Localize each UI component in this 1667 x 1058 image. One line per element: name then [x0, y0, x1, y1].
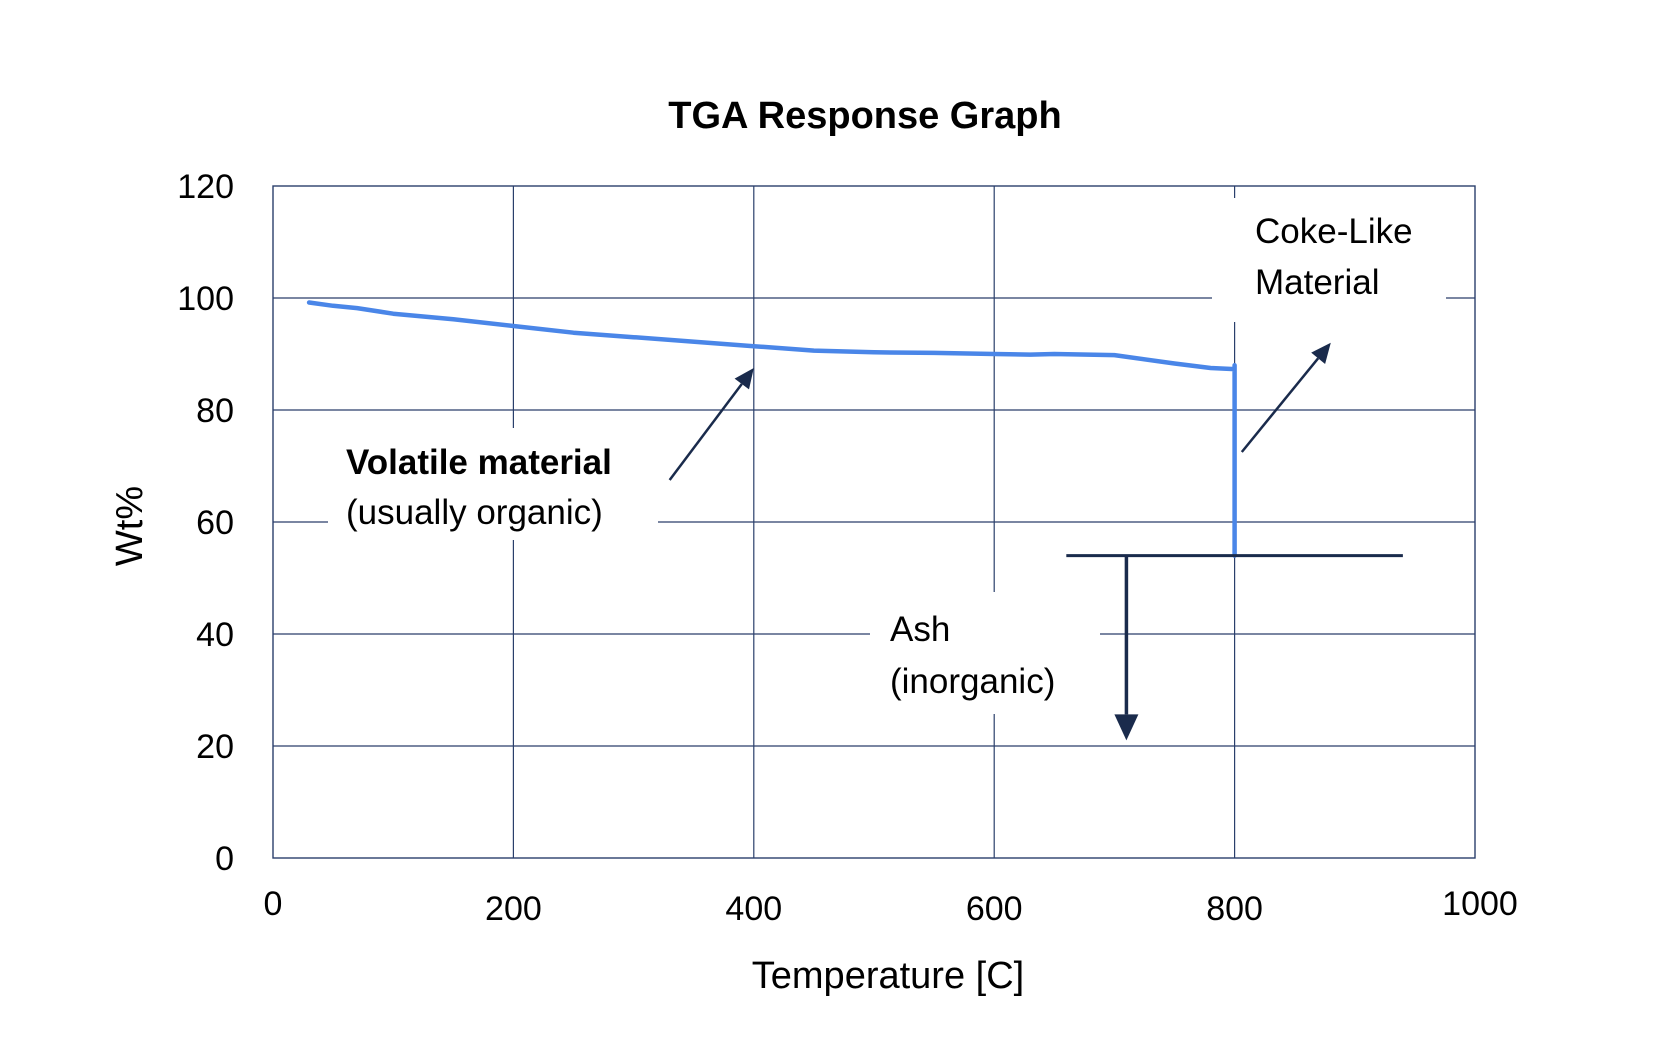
ash-label-bg	[870, 592, 1100, 714]
annotations: Volatile material (usually organic) Coke…	[328, 198, 1446, 714]
coke-label-line2: Material	[1255, 263, 1379, 302]
volatile-label-line2: (usually organic)	[346, 493, 603, 532]
ash-label-line1: Ash	[890, 610, 950, 649]
coke-label-line1: Coke-Like	[1255, 212, 1413, 251]
y-tick-label: 100	[177, 280, 234, 318]
coke-arrow-shaft	[1240, 357, 1320, 453]
x-tick-label: 1000	[1442, 885, 1518, 923]
coke-label-bg	[1212, 198, 1446, 322]
series	[306, 300, 1237, 558]
y-tick-label: 0	[215, 840, 234, 878]
y-tick-label: 120	[177, 168, 234, 206]
x-axis-title: Temperature [C]	[752, 955, 1024, 997]
x-tick-label: 600	[966, 890, 1023, 928]
y-tick-label: 20	[196, 728, 234, 766]
y-tick-labels: 0 20 40 60 80 100 120	[177, 168, 234, 878]
volatile-label-line1: Volatile material	[346, 443, 612, 482]
y-axis-title: Wt%	[109, 486, 151, 566]
chart-title: TGA Response Graph	[668, 95, 1061, 137]
coke-arrow-head	[1311, 342, 1331, 364]
volatile-arrow-head	[734, 368, 754, 390]
plot-frame	[272, 185, 1476, 859]
y-tick-label: 40	[196, 616, 234, 654]
y-tick-label: 80	[196, 392, 234, 430]
ash-arrow-head	[1114, 714, 1139, 741]
annotation-arrows	[668, 342, 1403, 741]
x-tick-label: 400	[725, 890, 782, 928]
x-tick-label: 200	[485, 890, 542, 928]
x-tick-label: 0	[264, 885, 283, 923]
x-tick-labels: 0 200 400 600 800 1000	[264, 885, 1518, 928]
y-tick-label: 60	[196, 504, 234, 542]
volatile-label-bg	[328, 428, 658, 540]
x-tick-label: 800	[1206, 890, 1263, 928]
axes	[272, 185, 1476, 859]
series-line-weight	[306, 300, 1237, 558]
volatile-arrow-shaft	[668, 383, 743, 481]
ash-label-line2: (inorganic)	[890, 662, 1055, 701]
